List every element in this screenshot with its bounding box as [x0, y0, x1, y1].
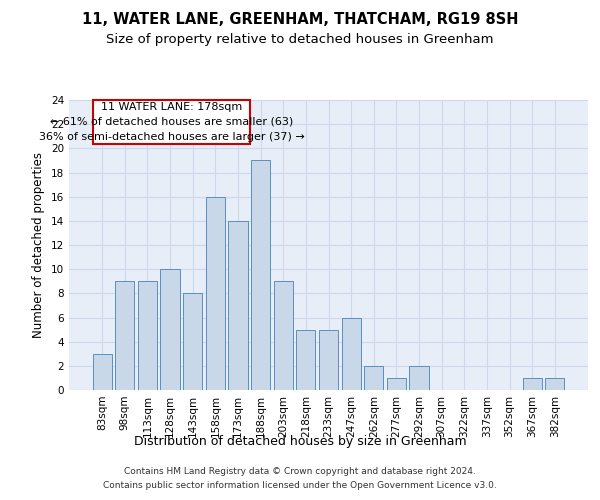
Bar — [93, 100, 250, 144]
Bar — [160, 269, 180, 390]
Bar — [341, 318, 361, 390]
Bar — [115, 281, 134, 390]
Bar — [296, 330, 316, 390]
Text: 11 WATER LANE: 178sqm
← 61% of detached houses are smaller (63)
36% of semi-deta: 11 WATER LANE: 178sqm ← 61% of detached … — [38, 102, 304, 142]
Bar — [409, 366, 428, 390]
Bar — [545, 378, 565, 390]
Bar — [274, 281, 293, 390]
Bar — [183, 294, 202, 390]
Bar — [251, 160, 270, 390]
Bar — [523, 378, 542, 390]
Text: Distribution of detached houses by size in Greenham: Distribution of detached houses by size … — [134, 435, 466, 448]
Bar — [206, 196, 225, 390]
Text: Contains HM Land Registry data © Crown copyright and database right 2024.
Contai: Contains HM Land Registry data © Crown c… — [103, 468, 497, 489]
Bar — [387, 378, 406, 390]
Bar — [138, 281, 157, 390]
Bar — [92, 354, 112, 390]
Bar — [319, 330, 338, 390]
Text: Size of property relative to detached houses in Greenham: Size of property relative to detached ho… — [106, 32, 494, 46]
Text: 11, WATER LANE, GREENHAM, THATCHAM, RG19 8SH: 11, WATER LANE, GREENHAM, THATCHAM, RG19… — [82, 12, 518, 28]
Y-axis label: Number of detached properties: Number of detached properties — [32, 152, 46, 338]
Bar — [364, 366, 383, 390]
Bar — [229, 221, 248, 390]
